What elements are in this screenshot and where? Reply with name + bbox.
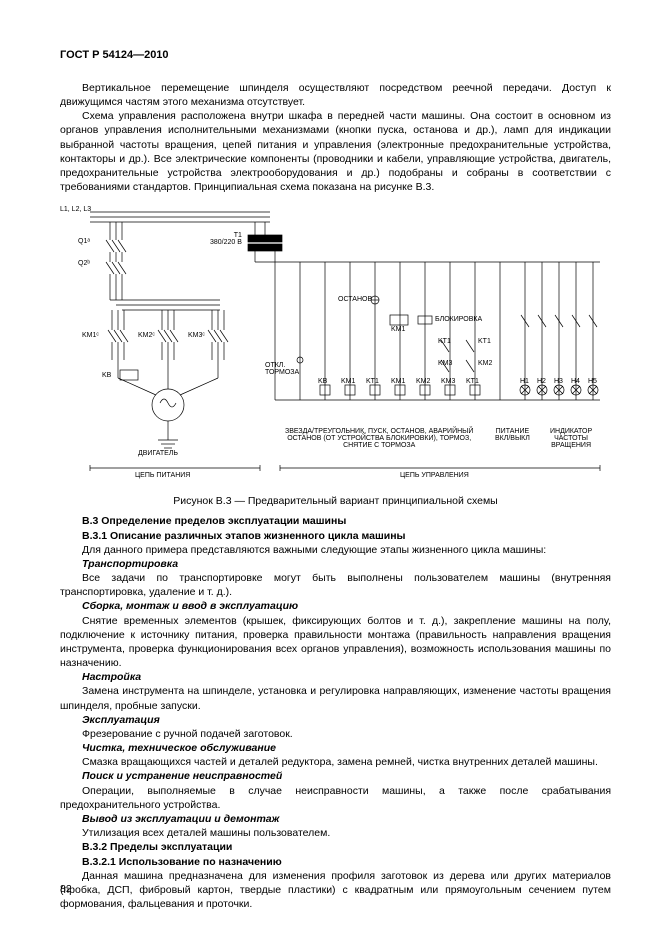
label-lock: БЛОКИРОВКА (435, 316, 482, 323)
paragraph-9: Операции, выполняемые в случае неисправн… (60, 784, 611, 812)
label-motor: ДВИГАТЕЛЬ (138, 450, 178, 457)
heading-b321: В.3.2.1 Использование по назначению (60, 855, 611, 869)
label-coil-km1b: KM1 (391, 378, 405, 385)
label-kt1a: KT1 (438, 338, 451, 345)
label-q2: Q2ᵇ (78, 260, 90, 267)
paragraph-3: Для данного примера представляются важны… (60, 543, 611, 557)
label-kt1b: KT1 (478, 338, 491, 345)
paragraph-8: Смазка вращающихся частей и деталей реду… (60, 755, 611, 769)
subhead-setup: Настройка (60, 670, 611, 684)
label-coil-kt1: KT1 (366, 378, 379, 385)
heading-b32: В.3.2 Пределы эксплуатации (60, 840, 611, 854)
subhead-oper: Эксплуатация (60, 713, 611, 727)
label-coil-km3: KM3 (441, 378, 455, 385)
label-group-ind: ИНДИКАТОР ЧАСТОТЫ ВРАЩЕНИЯ (550, 428, 592, 449)
subhead-decom: Вывод из эксплуатации и демонтаж (60, 812, 611, 826)
paragraph-5: Снятие временных элементов (крышек, фикс… (60, 614, 611, 671)
subhead-transport: Транспортировка (60, 557, 611, 571)
label-power-circuit: ЦЕПЬ ПИТАНИЯ (135, 472, 190, 479)
label-control-circuit: ЦЕПЬ УПРАВЛЕНИЯ (400, 472, 469, 479)
paragraph-1: Вертикальное перемещение шпинделя осущес… (60, 81, 611, 109)
label-t1: T1 380/220 В (210, 232, 242, 246)
label-km1c: KM1ᶜ (82, 332, 99, 339)
subhead-clean: Чистка, техническое обслуживание (60, 741, 611, 755)
paragraph-10: Утилизация всех деталей машины пользоват… (60, 826, 611, 840)
heading-b3: В.3 Определение пределов эксплуатации ма… (60, 514, 611, 528)
label-group-power: ПИТАНИЕ ВКЛ/ВЫКЛ (495, 428, 530, 442)
label-coil-km2: KM2 (416, 378, 430, 385)
paragraph-11: Данная машина предназначена для изменени… (60, 869, 611, 912)
label-h1: H1 (520, 378, 529, 385)
schematic-diagram: L1, L2, L3 Q1ᵃ Q2ᵇ T1 380/220 В KM1ᶜ KM2… (60, 200, 613, 490)
label-h4: H4 (571, 378, 580, 385)
label-km2c: KM2ᶜ (138, 332, 155, 339)
page-number: 82 (60, 882, 72, 896)
label-q1: Q1ᵃ (78, 238, 90, 245)
label-km3c: KM3ᶜ (188, 332, 205, 339)
label-coil-kv: KВ (318, 378, 327, 385)
label-brake-off: ОТКЛ. ТОРМОЗА (265, 362, 299, 376)
label-h3: H3 (554, 378, 563, 385)
figure-caption: Рисунок В.3 — Предварительный вариант пр… (60, 494, 611, 508)
label-km1-mid: KM1 (391, 326, 405, 333)
label-l1l2l3: L1, L2, L3 (60, 206, 91, 213)
subhead-assembly: Сборка, монтаж и ввод в эксплуатацию (60, 599, 611, 613)
label-coil-km1: KM1 (341, 378, 355, 385)
label-group-main: ЗВЕЗДА/ТРЕУГОЛЬНИК, ПУСК, ОСТАНОВ, АВАРИ… (285, 428, 473, 449)
label-km2a: KM2 (478, 360, 492, 367)
label-stop: ОСТАНОВ (338, 296, 372, 303)
label-h5: H5 (588, 378, 597, 385)
doc-header: ГОСТ Р 54124—2010 (60, 48, 611, 63)
paragraph-2: Схема управления расположена внутри шкаф… (60, 109, 611, 194)
label-kv: KВ (102, 372, 111, 379)
label-coil-kt1b: KT1 (466, 378, 479, 385)
subhead-fault: Поиск и устранение неисправностей (60, 769, 611, 783)
label-km3a: KM3 (438, 360, 452, 367)
heading-b31: В.3.1 Описание различных этапов жизненно… (60, 529, 611, 543)
paragraph-6: Замена инструмента на шпинделе, установк… (60, 684, 611, 712)
paragraph-4: Все задачи по транспортировке могут быть… (60, 571, 611, 599)
page: ГОСТ Р 54124—2010 Вертикальное перемещен… (0, 0, 661, 936)
paragraph-7: Фрезерование с ручной подачей заготовок. (60, 727, 611, 741)
label-h2: H2 (537, 378, 546, 385)
